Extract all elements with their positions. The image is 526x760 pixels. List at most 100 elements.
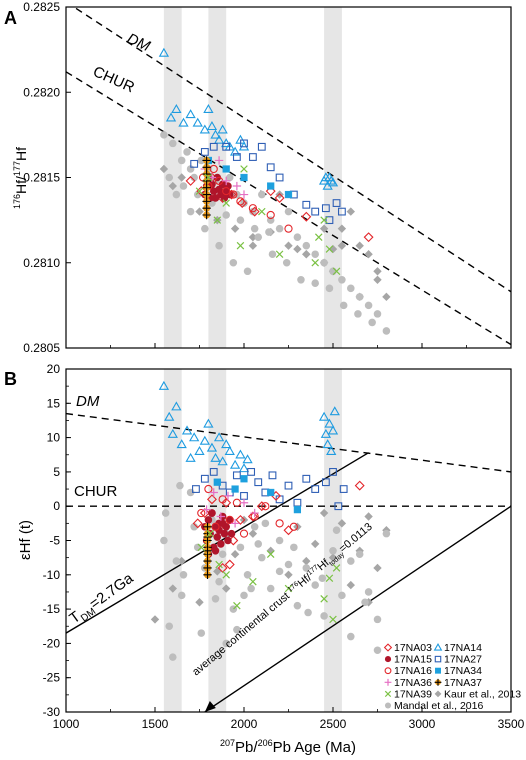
series-kaur-et-al-2013-a (159, 164, 391, 302)
series-17na34-b (213, 475, 302, 514)
point-mandal-et-al-2016 (236, 216, 245, 224)
y-ticks-b: -30 -25 -20 -15 -10 -5 0 5 10 15 20 (43, 362, 71, 719)
point-17na39 (222, 571, 230, 579)
tdm-label: TDM=2.7Ga (66, 569, 138, 629)
marker-cross (434, 678, 442, 686)
point-17na14 (326, 446, 337, 456)
point-mandal-et-al-2016 (364, 588, 373, 596)
series-17na16-a (198, 164, 293, 233)
point-mandal-et-al-2016 (268, 250, 277, 259)
point-17na03 (237, 198, 248, 209)
marker-cross (202, 156, 211, 165)
point-mandal-et-al-2016 (165, 173, 174, 182)
point-17na39 (233, 601, 241, 610)
series-17na39-b (197, 529, 341, 624)
point-kaur-et-al-2013 (195, 598, 204, 607)
point-17na16 (239, 529, 249, 538)
point-mandal-et-al-2016 (258, 553, 266, 562)
legend-entry-17na03: 17NA03 (383, 642, 432, 654)
point-17na39 (195, 187, 204, 195)
point-17na16 (284, 224, 293, 233)
point-mandal-et-al-2016 (215, 241, 223, 250)
point-17na27 (247, 467, 256, 476)
point-17na14 (171, 401, 182, 411)
point-mandal-et-al-2016 (233, 625, 241, 634)
legend-marker-17na37 (434, 678, 442, 686)
y-tick-label: 0.2825 (23, 0, 60, 14)
legend-marker-17na36 (384, 678, 392, 686)
point-17na27 (232, 153, 241, 161)
marker-cross (202, 210, 211, 220)
point-17na14 (206, 442, 218, 452)
point-mandal-et-al-2016 (284, 560, 293, 569)
series-mandal-et-al-2016-b (160, 481, 391, 661)
point-17na16 (222, 187, 231, 196)
point-17na27 (209, 467, 218, 476)
legend-label-17na16: 17NA16 (394, 665, 432, 677)
point-17na14 (171, 103, 182, 113)
point-mandal-et-al-2016 (297, 276, 305, 284)
point-mandal-et-al-2016 (275, 567, 284, 576)
point-17na27 (222, 142, 231, 151)
point-17na39 (258, 207, 266, 216)
legend-marker-17na34 (435, 667, 441, 674)
y-tick-label: 20 (47, 362, 61, 376)
marker-cross (203, 570, 212, 579)
point-17na14 (213, 134, 225, 144)
point-17na36 (239, 498, 249, 507)
point-kaur-et-al-2013 (346, 207, 355, 216)
point-17na14 (324, 418, 335, 428)
point-17na39 (329, 615, 337, 624)
legend-entry-mandal-et-al-2016: Mandal et al., 2016 (384, 700, 483, 712)
x-tick-label: 3000 (409, 717, 436, 731)
point-17na34 (240, 475, 248, 483)
point-17na39 (249, 577, 257, 586)
y-tick-label: 0.2805 (23, 341, 60, 355)
point-mandal-et-al-2016 (339, 301, 348, 310)
legend-marker-17na27 (434, 655, 442, 663)
point-kaur-et-al-2013 (311, 539, 320, 549)
legend-label-17na03: 17NA03 (394, 642, 432, 654)
point-mandal-et-al-2016 (193, 190, 202, 199)
point-17na16 (275, 519, 284, 528)
point-mandal-et-al-2016 (177, 156, 186, 165)
point-17na34 (267, 488, 275, 497)
point-17na16 (236, 197, 245, 206)
point-17na03 (283, 525, 294, 536)
point-mandal-et-al-2016 (265, 228, 273, 236)
point-kaur-et-al-2013 (364, 512, 373, 521)
point-17na14 (322, 439, 333, 449)
point-17na27 (321, 478, 330, 487)
point-17na36 (230, 519, 240, 528)
point-17na27 (334, 502, 343, 511)
point-mandal-et-al-2016 (347, 284, 355, 293)
point-17na16 (229, 190, 238, 199)
point-17na14 (210, 129, 221, 139)
panel-a-label: A (4, 8, 17, 28)
point-mandal-et-al-2016 (179, 182, 188, 190)
legend-entry-17na39: 17NA39 (384, 688, 432, 700)
point-17na15 (217, 540, 225, 548)
point-17na14 (206, 121, 218, 131)
point-mandal-et-al-2016 (225, 173, 234, 182)
legend-label-17na39: 17NA39 (394, 688, 432, 700)
point-17na14 (213, 432, 225, 442)
point-17na15 (218, 519, 227, 528)
point-17na27 (311, 485, 320, 493)
point-17na03 (249, 206, 260, 217)
point-kaur-et-al-2013 (177, 556, 186, 566)
point-17na27 (302, 474, 311, 483)
point-17na27 (240, 491, 248, 500)
x-tick-label: 1000 (53, 717, 80, 731)
point-17na39 (240, 165, 248, 173)
x-ticks-b: 1000 1500 2000 2500 3000 3500 (53, 707, 525, 731)
point-mandal-et-al-2016 (247, 584, 255, 593)
point-kaur-et-al-2013 (248, 232, 258, 242)
point-17na39 (320, 216, 328, 224)
point-17na03 (199, 508, 210, 519)
point-17na14 (217, 456, 228, 466)
legend-label-mandal-et-al-2016: Mandal et al., 2016 (394, 700, 483, 712)
legend-entry-17na36: 17NA36 (384, 677, 432, 689)
point-17na27 (275, 173, 284, 182)
